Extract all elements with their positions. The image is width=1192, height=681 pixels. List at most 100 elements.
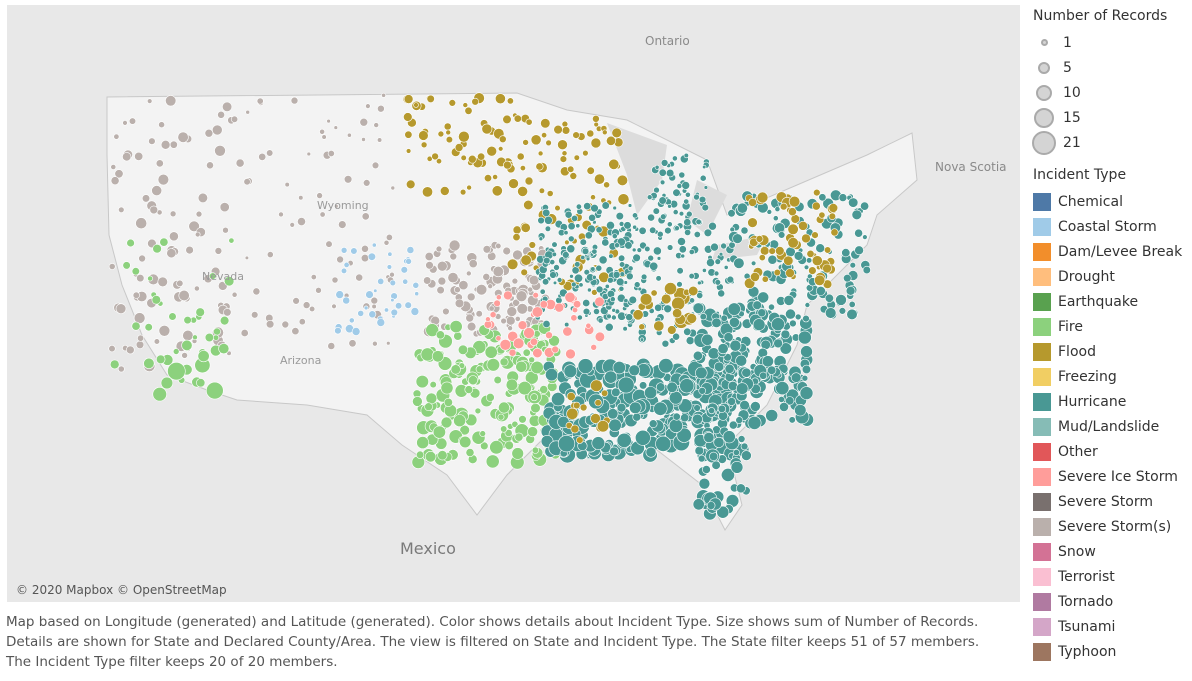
incident-marker[interactable] xyxy=(711,317,722,328)
incident-marker[interactable] xyxy=(564,210,573,219)
incident-marker[interactable] xyxy=(588,213,596,222)
incident-marker[interactable] xyxy=(783,255,794,266)
incident-marker[interactable] xyxy=(661,339,670,348)
incident-marker[interactable] xyxy=(195,307,205,317)
incident-marker[interactable] xyxy=(729,316,740,328)
incident-marker[interactable] xyxy=(566,407,579,420)
incident-marker[interactable] xyxy=(750,271,760,282)
incident-marker[interactable] xyxy=(486,145,498,157)
incident-marker[interactable] xyxy=(828,212,836,221)
incident-marker[interactable] xyxy=(520,268,528,276)
incident-marker[interactable] xyxy=(545,331,553,340)
incident-marker[interactable] xyxy=(326,118,331,124)
incident-marker[interactable] xyxy=(702,267,707,273)
incident-marker[interactable] xyxy=(206,161,214,170)
incident-marker[interactable] xyxy=(113,133,120,140)
incident-marker[interactable] xyxy=(862,265,871,275)
incident-marker[interactable] xyxy=(612,270,621,279)
incident-marker[interactable] xyxy=(736,483,746,494)
incident-marker[interactable] xyxy=(228,237,235,244)
incident-marker[interactable] xyxy=(484,345,498,359)
incident-marker[interactable] xyxy=(481,123,493,135)
incident-marker[interactable] xyxy=(713,436,725,448)
incident-marker[interactable] xyxy=(679,378,695,394)
incident-marker[interactable] xyxy=(539,288,546,295)
incident-marker[interactable] xyxy=(606,313,612,320)
incident-marker[interactable] xyxy=(415,375,429,389)
incident-marker[interactable] xyxy=(703,228,713,238)
incident-marker[interactable] xyxy=(266,251,274,258)
incident-marker[interactable] xyxy=(531,306,544,318)
incident-marker[interactable] xyxy=(137,334,145,342)
incident-marker[interactable] xyxy=(385,233,393,241)
incident-marker[interactable] xyxy=(659,179,666,186)
incident-marker[interactable] xyxy=(678,211,685,217)
incident-marker[interactable] xyxy=(765,409,779,422)
incident-marker[interactable] xyxy=(676,183,683,189)
incident-marker[interactable] xyxy=(660,159,669,167)
incident-marker[interactable] xyxy=(432,425,446,439)
incident-marker[interactable] xyxy=(723,332,734,343)
incident-marker[interactable] xyxy=(289,222,295,228)
incident-marker[interactable] xyxy=(368,310,377,319)
incident-marker[interactable] xyxy=(148,137,156,145)
incident-marker[interactable] xyxy=(389,271,395,278)
incident-marker[interactable] xyxy=(714,258,721,265)
incident-marker[interactable] xyxy=(539,385,549,394)
incident-marker[interactable] xyxy=(582,149,589,157)
incident-marker[interactable] xyxy=(464,106,473,115)
incident-marker[interactable] xyxy=(482,272,491,281)
incident-marker[interactable] xyxy=(412,281,420,289)
incident-marker[interactable] xyxy=(327,150,335,158)
incident-marker[interactable] xyxy=(794,313,802,321)
incident-marker[interactable] xyxy=(557,139,568,150)
incident-marker[interactable] xyxy=(676,281,683,288)
incident-marker[interactable] xyxy=(618,221,625,227)
incident-marker[interactable] xyxy=(528,275,540,286)
incident-marker[interactable] xyxy=(785,268,795,278)
incident-marker[interactable] xyxy=(474,407,482,415)
incident-marker[interactable] xyxy=(505,315,516,326)
incident-marker[interactable] xyxy=(693,404,701,412)
incident-marker[interactable] xyxy=(517,185,528,197)
incident-marker[interactable] xyxy=(805,257,813,264)
incident-marker[interactable] xyxy=(813,274,826,286)
incident-marker[interactable] xyxy=(658,196,667,205)
incident-marker[interactable] xyxy=(110,164,117,170)
incident-marker[interactable] xyxy=(159,237,169,247)
incident-marker[interactable] xyxy=(351,327,361,336)
incident-marker[interactable] xyxy=(212,124,223,136)
incident-marker[interactable] xyxy=(604,283,610,289)
incident-marker[interactable] xyxy=(442,307,450,316)
incident-marker[interactable] xyxy=(574,261,581,268)
incident-marker[interactable] xyxy=(723,264,729,270)
incident-marker[interactable] xyxy=(546,190,554,197)
incident-marker[interactable] xyxy=(672,412,681,421)
incident-marker[interactable] xyxy=(424,451,437,463)
incident-marker[interactable] xyxy=(561,126,571,135)
incident-marker[interactable] xyxy=(151,185,163,196)
incident-marker[interactable] xyxy=(593,308,600,315)
incident-marker[interactable] xyxy=(667,325,677,335)
incident-marker[interactable] xyxy=(297,217,306,226)
incident-marker[interactable] xyxy=(788,195,801,208)
incident-marker[interactable] xyxy=(389,279,396,287)
incident-marker[interactable] xyxy=(515,290,528,303)
incident-marker[interactable] xyxy=(654,164,660,170)
incident-type-legend-item[interactable]: Other xyxy=(1027,439,1192,464)
incident-marker[interactable] xyxy=(692,302,705,314)
incident-marker[interactable] xyxy=(563,364,578,379)
incident-marker[interactable] xyxy=(489,440,504,455)
incident-marker[interactable] xyxy=(437,450,448,461)
incident-marker[interactable] xyxy=(222,226,229,234)
incident-marker[interactable] xyxy=(653,401,668,416)
incident-marker[interactable] xyxy=(138,254,146,263)
incident-marker[interactable] xyxy=(604,322,614,332)
incident-marker[interactable] xyxy=(717,289,726,298)
incident-marker[interactable] xyxy=(708,451,719,462)
incident-marker[interactable] xyxy=(465,448,475,457)
incident-marker[interactable] xyxy=(108,263,116,270)
incident-marker[interactable] xyxy=(504,440,514,451)
incident-marker[interactable] xyxy=(708,221,717,231)
incident-marker[interactable] xyxy=(519,165,526,172)
